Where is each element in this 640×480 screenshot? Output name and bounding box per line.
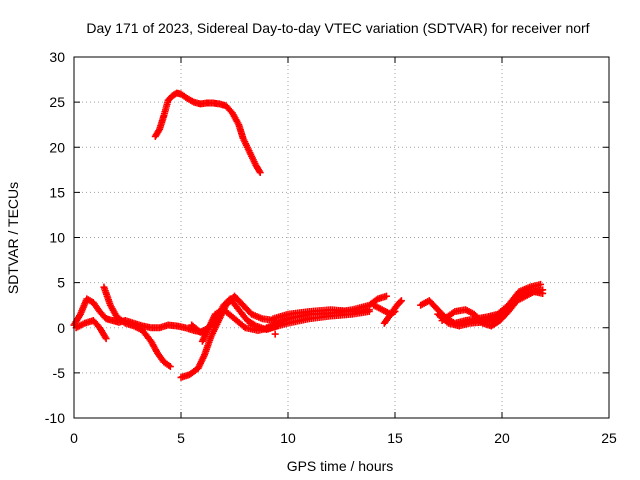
series-track-d [100, 283, 174, 371]
chart-title: Day 171 of 2023, Sidereal Day-to-day VTE… [86, 20, 589, 36]
data-points [70, 89, 547, 381]
y-tick-label: 0 [57, 320, 65, 336]
data-point [166, 363, 174, 371]
series-isolated [271, 330, 279, 338]
x-axis-label: GPS time / hours [287, 458, 394, 474]
series-track-i [269, 306, 373, 323]
x-tick-label: 25 [601, 430, 617, 446]
data-point [256, 169, 264, 177]
data-point [382, 292, 390, 300]
y-tick-label: -10 [45, 410, 65, 426]
y-tick-label: 5 [57, 275, 65, 291]
x-tick-label: 5 [177, 430, 185, 446]
data-point [397, 297, 405, 305]
x-tick-label: 10 [280, 430, 296, 446]
data-point [365, 306, 373, 314]
y-tick-label: -5 [53, 365, 66, 381]
data-point [391, 308, 399, 316]
grid [74, 57, 609, 418]
data-point [271, 330, 279, 338]
data-point [396, 298, 404, 306]
series-track-c [72, 317, 110, 343]
axis-ticks: 0 5 10 15 20 25 -10 -5 0 5 10 15 20 25 30 [45, 49, 617, 446]
data-point [390, 308, 398, 316]
y-axis-label: SDTVAR / TECUs [5, 182, 21, 294]
series-track-a [151, 89, 264, 177]
data-point [255, 167, 263, 175]
y-tick-label: 30 [49, 49, 65, 65]
y-tick-label: 20 [49, 139, 65, 155]
series-track-k [380, 308, 399, 327]
y-tick-label: 15 [49, 184, 65, 200]
y-tick-label: 25 [49, 94, 65, 110]
series-track-n [438, 288, 547, 330]
series-track-b [70, 295, 206, 336]
data-point [539, 289, 547, 297]
x-tick-label: 15 [387, 430, 403, 446]
plot-frame [73, 56, 610, 419]
y-tick-label: 10 [49, 230, 65, 246]
data-point [102, 335, 110, 343]
x-tick-label: 20 [494, 430, 510, 446]
series-track-e [177, 292, 279, 381]
x-tick-label: 0 [70, 430, 78, 446]
data-point [155, 127, 163, 135]
